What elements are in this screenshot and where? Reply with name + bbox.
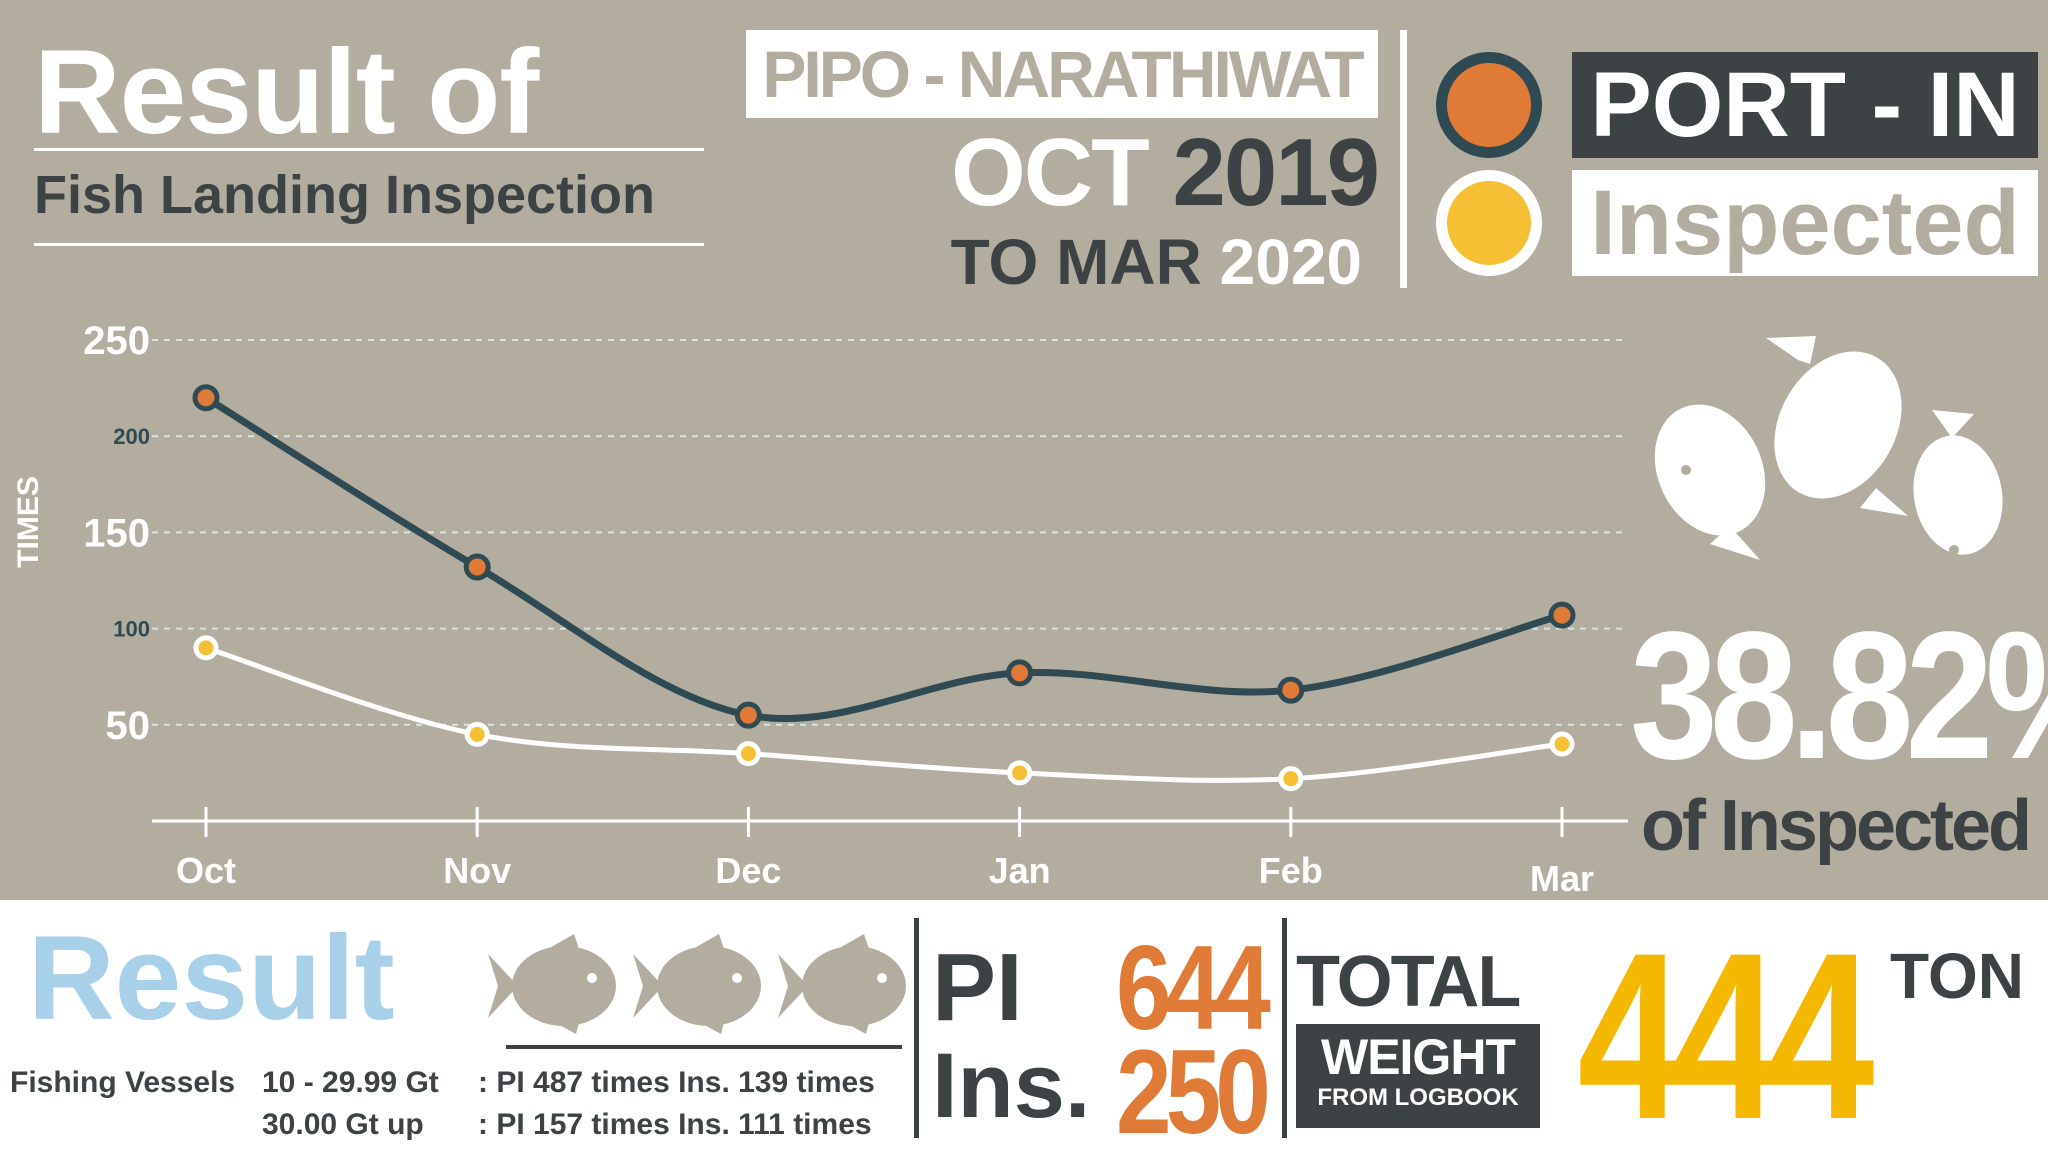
y-tick-label: 150 [83, 511, 150, 555]
ins-total: 250 [1116, 1024, 1271, 1160]
data-point-port-in [1277, 676, 1305, 704]
chart-gridlines [152, 339, 1628, 726]
results-panel [0, 900, 2048, 1150]
results-separator-1 [914, 918, 919, 1138]
date-from: OCT 2019 [900, 125, 1380, 221]
data-point-port-in [192, 384, 220, 412]
fish-row-icon [488, 934, 906, 1034]
x-tick-label: Nov [443, 850, 511, 891]
results-separator-2 [1282, 918, 1287, 1138]
vessel-size-small: 10 - 29.99 Gt [262, 1066, 439, 1099]
chart-y-ticks: 50 100 150 200 250 [83, 319, 150, 748]
header-separator [1400, 30, 1407, 288]
total-weight: 444 [1577, 904, 1874, 1169]
y-tick-label: 200 [113, 424, 150, 449]
weight-badge: WEIGHT FROM LOGBOOK [1296, 1024, 1540, 1128]
fish-group-icon [1654, 336, 2003, 560]
vessel-size-large: 30.00 Gt up [262, 1108, 424, 1141]
data-point-port-in [734, 701, 762, 729]
y-tick-label: 50 [106, 704, 151, 748]
date-to-prefix: TO MAR [950, 226, 1202, 298]
page-title: Result of [34, 25, 539, 159]
x-tick-label: Dec [715, 850, 781, 891]
data-point-inspected [1278, 766, 1304, 792]
page-subtitle: Fish Landing Inspection [34, 165, 655, 225]
vessel-large-detail: : PI 157 times Ins. 111 times [478, 1108, 872, 1141]
date-to-year: 2020 [1219, 226, 1362, 298]
date-from-month: OCT [951, 119, 1150, 226]
ins-label: Ins. [932, 1035, 1091, 1137]
data-point-port-in [1548, 601, 1576, 629]
location-label: PIPO - NARATHIWAT [746, 30, 1378, 118]
legend-port-in-marker [1436, 52, 1542, 158]
title-divider-top [34, 148, 704, 151]
logbook-label: FROM LOGBOOK [1317, 1084, 1519, 1111]
inspected-percentage: 38.82% [1630, 594, 2048, 798]
results-divider [506, 1045, 902, 1049]
pi-label: PI [932, 934, 1023, 1041]
weight-label: WEIGHT [1321, 1029, 1516, 1085]
data-point-inspected [464, 721, 490, 747]
inspected-percentage-label: of Inspected [1640, 786, 2032, 866]
x-tick-label: Jan [989, 850, 1051, 891]
legend-inspected-marker [1436, 170, 1542, 276]
total-label: TOTAL [1296, 942, 1521, 1022]
y-tick-label: 100 [113, 617, 150, 642]
y-axis-label: TIMES [12, 476, 45, 568]
x-tick-label: Mar [1530, 858, 1594, 899]
weight-unit: TON [1890, 940, 2024, 1012]
data-point-inspected [193, 635, 219, 661]
vessel-small-detail: : PI 487 times Ins. 139 times [478, 1066, 875, 1099]
legend-inspected-label: Inspected [1572, 170, 2038, 276]
data-point-inspected [1007, 760, 1033, 786]
series-line-port-in [204, 394, 1563, 723]
data-point-port-in [1006, 659, 1034, 687]
chart-series [192, 384, 1576, 792]
chart-x-ticks: Oct Nov Dec Jan Feb Mar [176, 807, 1594, 899]
pi-total: 644 [1116, 920, 1271, 1056]
date-to: TO MAR 2020 [900, 230, 1362, 294]
data-point-inspected [735, 741, 761, 767]
x-tick-label: Feb [1259, 850, 1323, 891]
data-point-port-in [463, 553, 491, 581]
series-line-inspected [205, 645, 1563, 783]
y-tick-label: 250 [83, 319, 150, 363]
results-title: Result [28, 911, 395, 1045]
line-chart: 50 100 150 200 250 TIMES Oct Nov Dec Jan Feb Mar [12, 319, 1628, 899]
date-from-year: 2019 [1172, 119, 1380, 226]
legend-port-in-label: PORT - IN [1572, 52, 2038, 158]
x-tick-label: Oct [176, 850, 236, 891]
title-divider-bottom [34, 243, 704, 246]
vessels-label: Fishing Vessels [10, 1066, 236, 1099]
data-point-inspected [1549, 731, 1575, 757]
